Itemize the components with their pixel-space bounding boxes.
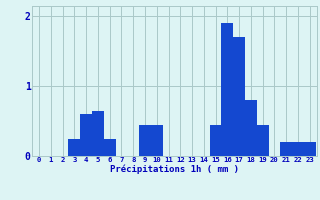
Bar bbox=[245, 100, 257, 156]
Bar bbox=[92, 111, 104, 156]
Bar bbox=[280, 142, 292, 156]
Bar bbox=[68, 139, 80, 156]
Bar bbox=[257, 125, 268, 156]
Bar bbox=[292, 142, 304, 156]
Bar bbox=[210, 125, 221, 156]
Bar bbox=[151, 125, 163, 156]
Bar bbox=[221, 23, 233, 156]
Bar bbox=[139, 125, 151, 156]
Bar bbox=[80, 114, 92, 156]
Bar bbox=[233, 37, 245, 156]
Bar bbox=[304, 142, 316, 156]
Bar bbox=[104, 139, 116, 156]
X-axis label: Précipitations 1h ( mm ): Précipitations 1h ( mm ) bbox=[110, 165, 239, 174]
